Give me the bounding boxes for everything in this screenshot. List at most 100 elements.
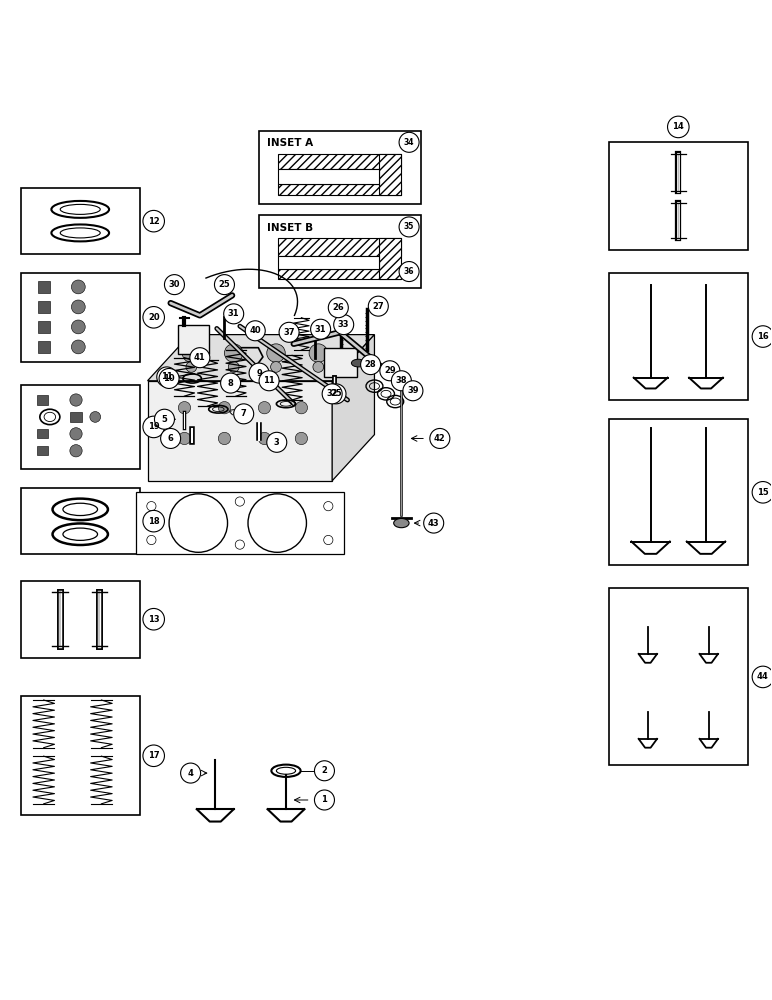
- Ellipse shape: [351, 359, 365, 367]
- Text: 17: 17: [148, 751, 160, 760]
- Text: 18: 18: [148, 517, 160, 526]
- Text: 40: 40: [249, 326, 261, 335]
- Circle shape: [234, 404, 254, 424]
- Circle shape: [368, 296, 388, 316]
- Text: 6: 6: [168, 434, 174, 443]
- Circle shape: [259, 402, 271, 414]
- Text: 19: 19: [148, 422, 160, 431]
- Text: 13: 13: [148, 615, 160, 624]
- Text: INSET B: INSET B: [267, 223, 313, 233]
- Bar: [38, 321, 50, 333]
- Bar: [279, 238, 401, 256]
- Circle shape: [215, 275, 235, 295]
- Text: 43: 43: [428, 519, 439, 528]
- Bar: [609, 273, 747, 400]
- Bar: [609, 588, 747, 765]
- Bar: [21, 273, 140, 362]
- Text: 2: 2: [321, 766, 327, 775]
- Circle shape: [71, 340, 85, 354]
- Polygon shape: [147, 381, 332, 481]
- Polygon shape: [147, 335, 374, 381]
- Bar: [136, 492, 344, 554]
- Circle shape: [143, 608, 164, 630]
- Bar: [69, 412, 82, 422]
- Text: 33: 33: [338, 320, 350, 329]
- Circle shape: [157, 367, 177, 387]
- Circle shape: [229, 362, 239, 372]
- Circle shape: [309, 344, 327, 362]
- Circle shape: [224, 304, 244, 324]
- Text: 1: 1: [321, 795, 327, 804]
- Text: 44: 44: [757, 672, 769, 681]
- Text: 25: 25: [218, 280, 230, 289]
- Circle shape: [267, 432, 286, 452]
- Bar: [37, 429, 48, 438]
- Text: 10: 10: [163, 374, 175, 383]
- Bar: [609, 142, 747, 250]
- Bar: [279, 256, 379, 269]
- Circle shape: [186, 362, 197, 372]
- Circle shape: [178, 402, 191, 414]
- Text: 41: 41: [194, 353, 205, 362]
- Circle shape: [161, 428, 181, 448]
- Circle shape: [181, 763, 201, 783]
- Text: 42: 42: [434, 434, 445, 443]
- Bar: [324, 348, 357, 377]
- Circle shape: [313, 362, 323, 372]
- Text: 11: 11: [263, 376, 275, 385]
- Text: INSET A: INSET A: [267, 138, 313, 148]
- Ellipse shape: [394, 518, 409, 528]
- Circle shape: [159, 368, 179, 388]
- Circle shape: [322, 384, 342, 404]
- Bar: [379, 154, 401, 195]
- Bar: [37, 446, 48, 455]
- Circle shape: [248, 494, 306, 552]
- Bar: [21, 696, 140, 815]
- Bar: [38, 281, 50, 293]
- Circle shape: [314, 761, 334, 781]
- Text: 16: 16: [757, 332, 769, 341]
- Circle shape: [69, 445, 82, 457]
- Text: 28: 28: [365, 360, 377, 369]
- Circle shape: [399, 262, 419, 282]
- Text: 4: 4: [188, 769, 194, 778]
- Circle shape: [249, 363, 269, 383]
- Text: 15: 15: [757, 488, 769, 497]
- Bar: [38, 301, 50, 313]
- Text: 25: 25: [330, 389, 342, 398]
- Bar: [279, 269, 401, 279]
- Text: 11: 11: [161, 372, 173, 381]
- Text: 38: 38: [395, 376, 407, 385]
- Circle shape: [218, 402, 231, 414]
- Text: 5: 5: [161, 415, 168, 424]
- Circle shape: [399, 132, 419, 152]
- Text: 31: 31: [315, 325, 327, 334]
- Text: 35: 35: [404, 222, 415, 231]
- Circle shape: [143, 416, 164, 438]
- Circle shape: [178, 432, 191, 445]
- Bar: [21, 385, 140, 469]
- Text: 32: 32: [327, 389, 338, 398]
- Circle shape: [314, 790, 334, 810]
- Circle shape: [271, 362, 281, 372]
- Circle shape: [245, 321, 266, 341]
- Circle shape: [90, 412, 100, 422]
- Circle shape: [361, 355, 381, 375]
- Circle shape: [403, 381, 423, 401]
- Bar: [259, 215, 421, 288]
- Circle shape: [259, 371, 279, 391]
- Circle shape: [225, 344, 243, 362]
- Circle shape: [69, 428, 82, 440]
- Text: 7: 7: [241, 409, 246, 418]
- Circle shape: [752, 326, 772, 347]
- Bar: [21, 188, 140, 254]
- Circle shape: [190, 348, 210, 368]
- Circle shape: [295, 402, 307, 414]
- Circle shape: [267, 344, 285, 362]
- Circle shape: [752, 666, 772, 688]
- Bar: [37, 395, 48, 405]
- Bar: [379, 238, 401, 279]
- Circle shape: [143, 510, 164, 532]
- Text: 37: 37: [283, 328, 295, 337]
- Circle shape: [71, 320, 85, 334]
